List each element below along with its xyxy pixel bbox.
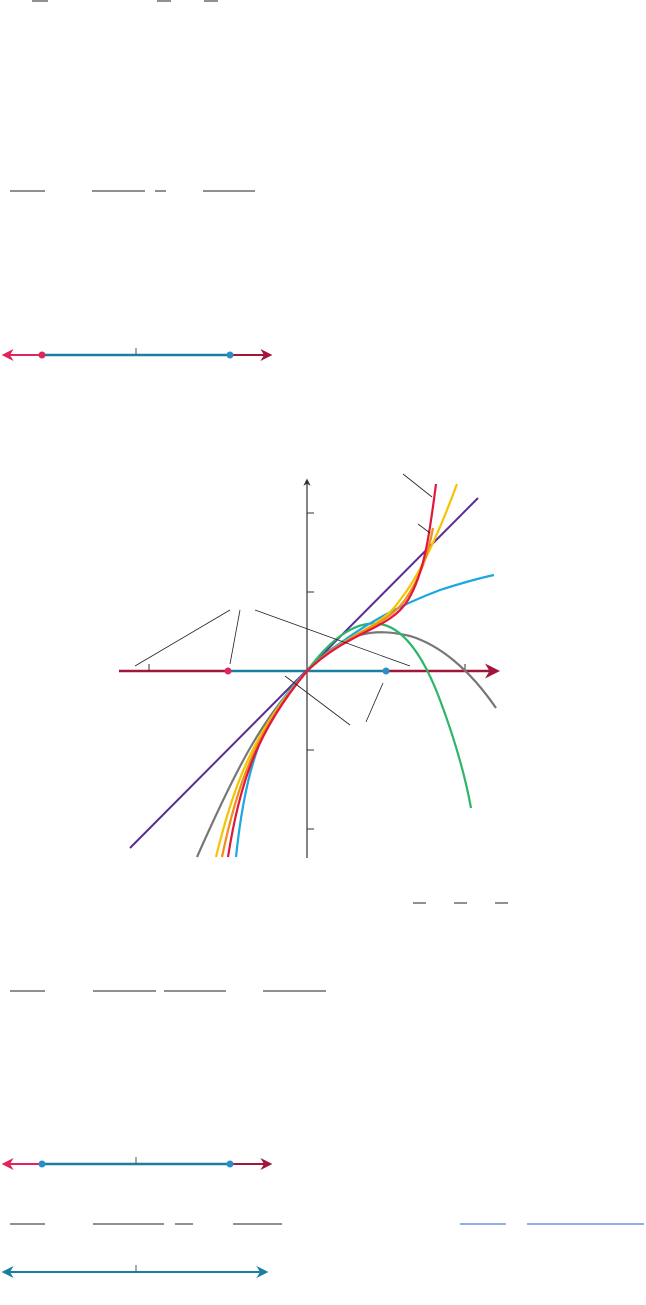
y-axis-ticks — [307, 512, 314, 830]
green-curve — [306, 622, 473, 809]
number-line-2 — [1, 1157, 273, 1170]
number-line-2-left-dot — [38, 1160, 46, 1168]
orange-curve — [220, 527, 435, 858]
gray-curve — [195, 631, 497, 858]
graph-left-dot — [224, 667, 232, 675]
red-curve — [226, 483, 438, 858]
leader-lines — [134, 473, 433, 726]
number-line-1-right-dot — [226, 351, 234, 359]
number-line-3 — [1, 1265, 269, 1278]
graph-right-dot — [382, 667, 390, 675]
number-line-1-left-dot — [38, 351, 46, 359]
number-line-1 — [1, 348, 273, 361]
number-line-2-right-dot — [226, 1160, 234, 1168]
taylor-graph — [119, 473, 500, 858]
